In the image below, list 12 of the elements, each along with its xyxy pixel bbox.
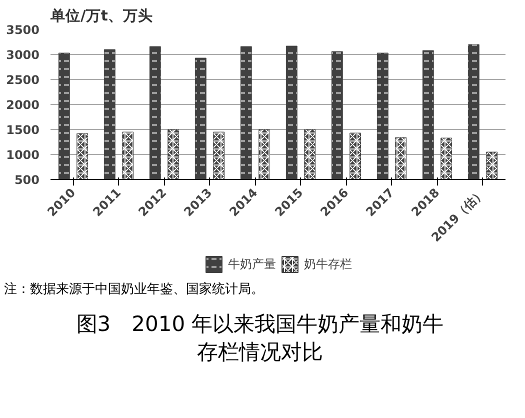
y-tick-label: 1500	[6, 123, 40, 137]
y-tick-label: 2500	[6, 73, 40, 87]
text: 图3 2010 年以来我国牛奶产量和奶牛存栏情况对比	[75, 310, 445, 366]
legend-label: 牛奶产量	[228, 256, 276, 272]
y-tick-label: 2000	[6, 98, 40, 112]
text: 注：数据来源于中国奶业年鉴、国家统计局。	[4, 281, 264, 299]
y-tick-label: 3500	[6, 23, 40, 37]
y-axis-title: 单位/万t、万头	[50, 8, 153, 24]
y-tick-label: 3000	[6, 48, 40, 62]
legend-label: 奶牛存栏	[304, 256, 352, 272]
y-tick-label: 500	[14, 173, 40, 187]
y-tick-label: 1000	[6, 148, 40, 162]
